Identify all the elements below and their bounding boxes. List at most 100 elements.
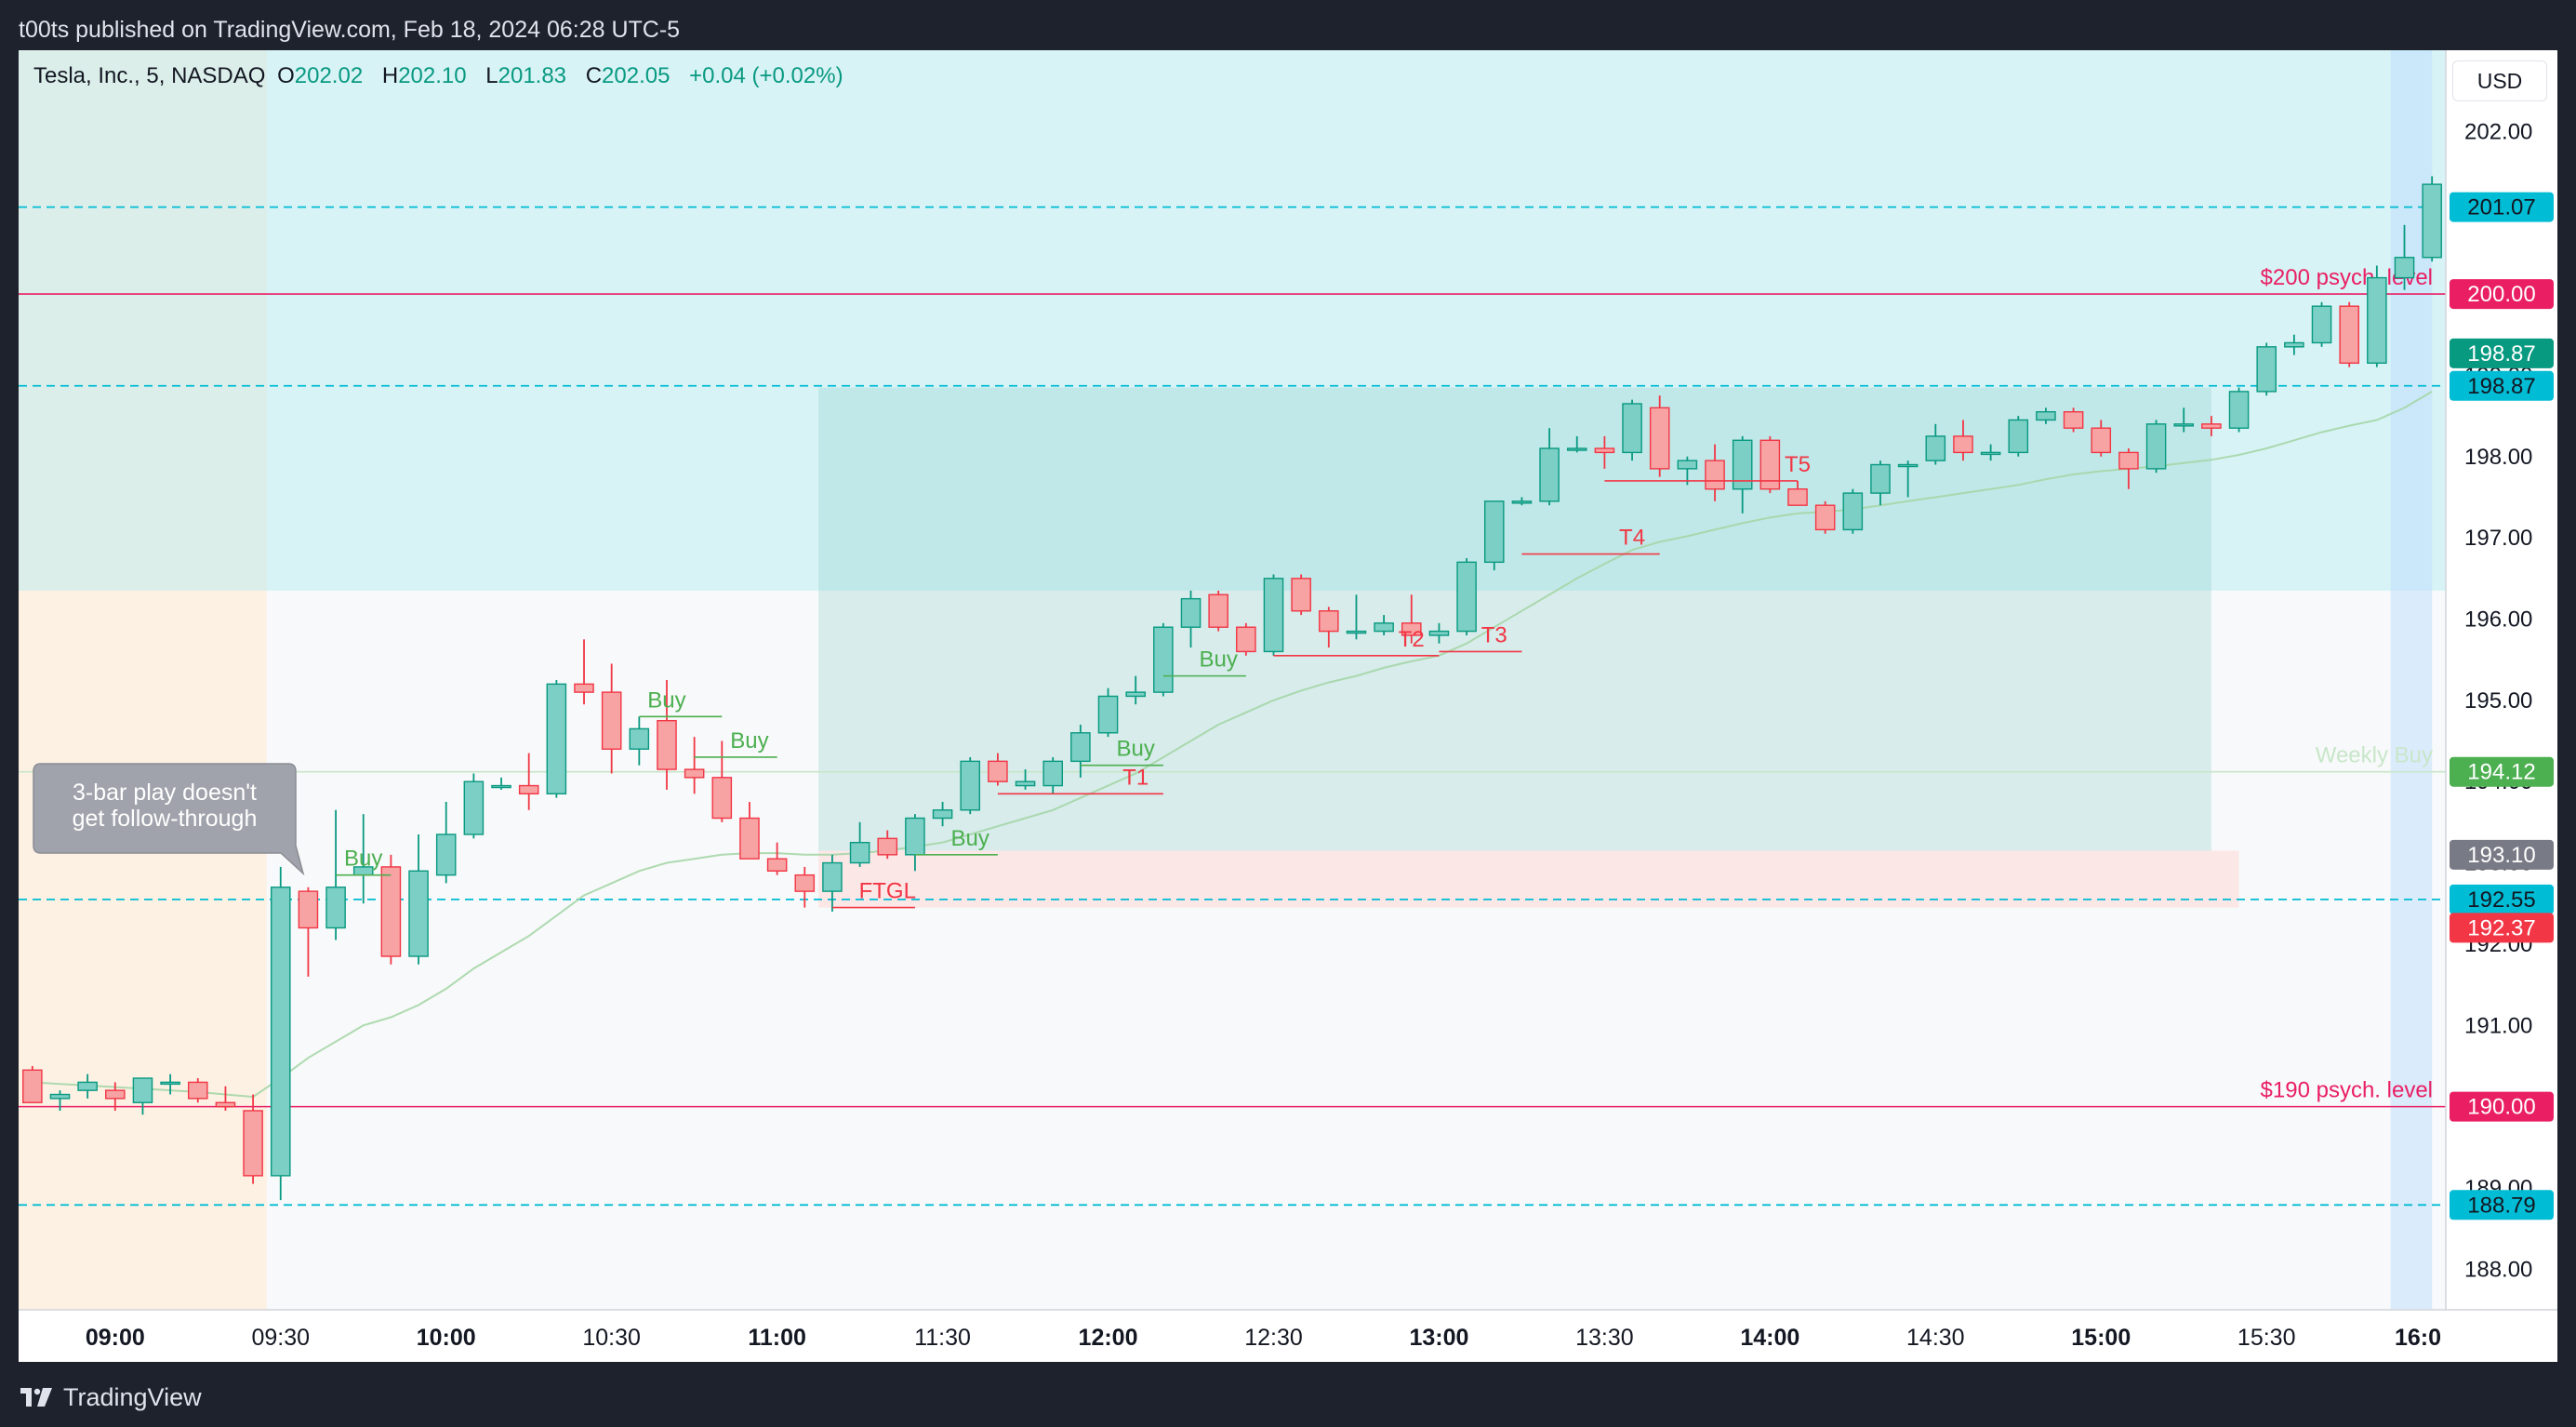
price-badge-bg [2450, 884, 2554, 914]
candle-body [1897, 463, 1919, 468]
candle-31 [877, 830, 898, 860]
annotation-label-11: T5 [1785, 452, 1811, 477]
candle-76 [2118, 448, 2139, 489]
candle-body [932, 809, 953, 820]
candle-1 [49, 1090, 71, 1111]
candle-body [215, 1101, 236, 1108]
price-badge-6: 194.12 [2450, 756, 2554, 787]
footer: TradingView [19, 1379, 202, 1416]
candle-body [2422, 183, 2442, 259]
price-badge-bg [2450, 1190, 2554, 1220]
candle-8 [243, 1094, 263, 1184]
annotation-label-6: FTGL [859, 879, 916, 904]
candle-body [1566, 447, 1587, 451]
price-badge-text: 201.07 [2467, 195, 2535, 220]
candle-21 [601, 663, 622, 774]
published-header: t00ts published on TradingView.com, Feb … [19, 17, 681, 43]
candle-body [877, 837, 898, 856]
candle-body [684, 768, 705, 779]
candle-51 [1428, 622, 1450, 644]
candle-83 [2311, 301, 2332, 347]
candle-2 [77, 1074, 98, 1099]
price-badge-text: 198.87 [2467, 341, 2535, 367]
callout-shape [33, 763, 305, 876]
candle-body [905, 817, 925, 856]
symbol-legend: Tesla, Inc., 5, NASDAQ O202.02 H202.10 L… [33, 63, 849, 89]
candle-body [960, 760, 981, 811]
candle-body [518, 784, 539, 794]
extra-price-badge-1: 193.10 [2450, 839, 2554, 870]
candle-64 [1787, 480, 1808, 506]
candle-body [298, 890, 319, 929]
candle-29 [822, 854, 843, 912]
annotation-label-0: Buy [647, 687, 685, 713]
candle-body [1511, 500, 1533, 504]
candle-body [187, 1081, 208, 1100]
price-badge-bg [2450, 756, 2554, 787]
candle-body [1483, 500, 1505, 564]
candle-85 [2367, 265, 2387, 367]
candle-55 [1539, 428, 1560, 506]
candle-body [1401, 622, 1422, 636]
candle-61 [1705, 444, 1725, 501]
chart-area[interactable]: $200 psych. level $190 psych. level Weekly… [19, 50, 2557, 1362]
candle-body [270, 887, 291, 1177]
candle-36 [1015, 769, 1036, 790]
candle-body [1622, 403, 1642, 454]
candle-body [2036, 411, 2056, 421]
price-badge-bg [2450, 192, 2554, 222]
annotation-label-4: Buy [1117, 737, 1155, 762]
price-badge-text: 198.87 [2467, 374, 2535, 399]
price-badge-3: 192.55 [2450, 884, 2554, 914]
candle-6 [187, 1078, 208, 1103]
candle-18 [518, 753, 539, 810]
candle-body [1677, 460, 1698, 470]
price-badge-text: 192.37 [2467, 915, 2535, 940]
price-badge-1: 200.00 [2450, 279, 2554, 310]
close-value: 202.05 [602, 63, 671, 88]
candle-body [1953, 435, 1973, 454]
candle-body [546, 683, 567, 794]
candle-body [132, 1077, 153, 1103]
candle-body [1291, 578, 1311, 612]
candle-body [325, 887, 346, 929]
candle-45 [1263, 574, 1284, 656]
candle-body [2394, 257, 2415, 279]
footer-brand[interactable]: TradingView [63, 1383, 202, 1411]
currency-button[interactable]: USD [2452, 60, 2547, 101]
candle-body [1346, 630, 1367, 634]
candle-80 [2228, 387, 2250, 433]
candle-47 [1319, 607, 1339, 648]
candle-body [1456, 561, 1477, 633]
annotation-label-8: T2 [1399, 627, 1425, 652]
candle-body [160, 1081, 180, 1086]
candle-body [2173, 423, 2195, 427]
candle-11 [325, 809, 346, 940]
candle-77 [2145, 420, 2167, 473]
candle-81 [2256, 342, 2277, 396]
candle-70 [1953, 420, 1973, 461]
price-tick-7: 195.00 [2464, 688, 2532, 714]
plot-background [19, 50, 2446, 1310]
annotation-label-9: T3 [1481, 622, 1507, 647]
price-badge-text: 194.12 [2467, 760, 2535, 785]
candlestick-chart[interactable]: $200 psych. level$190 psych. levelWeekly… [19, 50, 2557, 1362]
annotation-label-7: T1 [1122, 765, 1149, 790]
candle-22 [629, 716, 650, 766]
price-badge-4: 190.00 [2450, 1091, 2554, 1122]
candle-19 [546, 680, 567, 798]
high-label: H [381, 63, 399, 88]
candle-body [1925, 435, 1946, 461]
candle-body [105, 1089, 126, 1100]
change-value: +0.04 (+0.02%) [689, 63, 843, 88]
candle-68 [1897, 460, 1919, 498]
price-badge-text: 190.00 [2467, 1095, 2535, 1120]
price-badge-text: 192.55 [2467, 887, 2535, 913]
candle-39 [1097, 687, 1119, 738]
time-tick-1: 09:30 [251, 1325, 310, 1351]
time-tick-2: 10:00 [417, 1325, 476, 1351]
candle-75 [2091, 420, 2112, 457]
time-tick-3: 10:30 [582, 1325, 641, 1351]
candle-body [463, 780, 485, 835]
candle-body [822, 861, 843, 892]
